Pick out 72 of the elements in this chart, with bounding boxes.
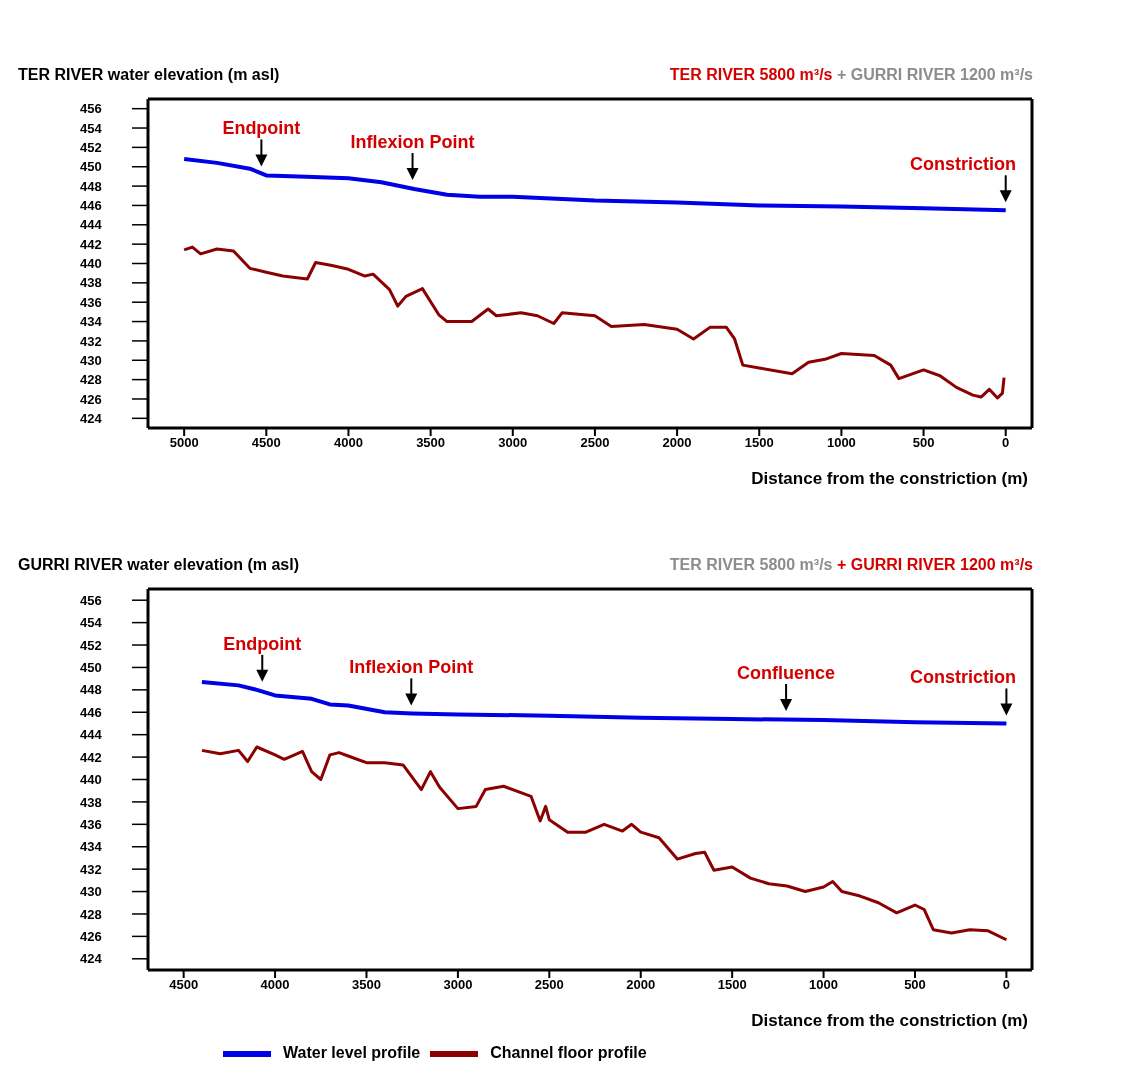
y-tick-label: 448 — [80, 178, 102, 194]
y-tick-label: 436 — [80, 294, 102, 310]
line-series — [200, 745, 1008, 942]
x-axis-title: Distance from the constriction (m) — [751, 1011, 1028, 1030]
y-tick-label: 430 — [80, 352, 102, 368]
y-tick-label: 450 — [80, 159, 102, 175]
y-tick-label: 456 — [80, 592, 102, 608]
chart-subtitle: TER RIVER 5800 m³/s + GURRI RIVER 1200 m³/s — [669, 66, 1034, 83]
x-tick-label: 4500 — [251, 435, 281, 451]
y-tick-label: 428 — [80, 372, 102, 388]
y-tick-label: 438 — [80, 794, 102, 810]
annotation: Endpoint — [222, 118, 301, 139]
x-tick-label: 2500 — [534, 977, 564, 993]
x-tick-label: 1000 — [826, 435, 856, 451]
y-tick-label: 432 — [80, 333, 102, 349]
annotation: Inflexion Point — [350, 132, 475, 153]
y-tick-label: 440 — [80, 256, 102, 272]
x-tick-label: 1500 — [744, 435, 774, 451]
x-tick-label: 1000 — [809, 977, 839, 993]
y-tick-label: 438 — [80, 275, 102, 291]
y-tick-label: 452 — [80, 140, 102, 155]
x-tick-label: 3500 — [352, 977, 381, 993]
x-tick-label: 4500 — [169, 977, 199, 993]
y-tick-label: 446 — [80, 198, 102, 214]
y-tick-label: 448 — [80, 682, 102, 698]
chart-subtitle: TER RIVER 5800 m³/s + GURRI RIVER 1200 m³/s — [669, 556, 1034, 573]
x-tick-label: 1500 — [717, 977, 747, 993]
annotation: Constriction — [910, 154, 1016, 175]
x-tick-label: 4000 — [334, 435, 363, 451]
x-tick-label: 3000 — [443, 977, 473, 993]
x-tick-label: 0 — [1002, 435, 1010, 451]
y-tick-label: 444 — [80, 217, 103, 233]
x-tick-label: 0 — [1002, 977, 1011, 993]
x-tick-label: 5000 — [169, 435, 199, 451]
x-tick-label: 3000 — [498, 435, 528, 451]
y-tick-label: 432 — [80, 861, 102, 877]
x-tick-label: 500 — [904, 977, 926, 993]
y-axis-title: GURRI RIVER water elevation (m asl) — [18, 556, 299, 573]
x-tick-label: 4000 — [260, 977, 290, 993]
legend-label: Water level profile — [283, 1044, 421, 1062]
y-tick-label: 444 — [80, 727, 103, 743]
y-tick-label: 450 — [80, 660, 102, 676]
y-tick-label: 424 — [80, 951, 103, 967]
line-series — [182, 245, 1006, 400]
y-tick-label: 428 — [80, 906, 102, 922]
annotation: Confluence — [737, 662, 836, 683]
annotation: Inflexion Point — [349, 657, 474, 678]
y-tick-label: 426 — [80, 929, 102, 944]
y-tick-label: 446 — [80, 704, 102, 720]
y-tick-label: 454 — [80, 615, 103, 631]
legend-label: Channel floor profile — [490, 1044, 647, 1062]
y-tick-label: 434 — [80, 839, 103, 855]
x-tick-label: 500 — [912, 435, 935, 451]
y-tick-label: 442 — [80, 236, 102, 252]
y-tick-label: 456 — [80, 101, 102, 117]
annotation: Constriction — [910, 667, 1016, 688]
x-axis-title: Distance from the constriction (m) — [751, 469, 1028, 488]
x-tick-label: 2000 — [626, 977, 656, 993]
annotation: Endpoint — [223, 633, 302, 654]
y-axis-title: TER RIVER water elevation (m asl) — [18, 66, 280, 83]
y-tick-label: 442 — [80, 749, 102, 765]
y-tick-label: 434 — [80, 314, 103, 330]
y-tick-label: 454 — [80, 120, 103, 136]
y-tick-label: 424 — [80, 410, 103, 426]
x-tick-label: 2000 — [662, 435, 692, 451]
x-tick-label: 3500 — [416, 435, 446, 451]
x-tick-label: 2500 — [580, 435, 610, 451]
y-tick-label: 452 — [80, 637, 102, 653]
y-tick-label: 440 — [80, 772, 102, 788]
y-tick-label: 430 — [80, 884, 102, 900]
y-tick-label: 426 — [80, 391, 102, 407]
y-tick-label: 436 — [80, 816, 102, 832]
